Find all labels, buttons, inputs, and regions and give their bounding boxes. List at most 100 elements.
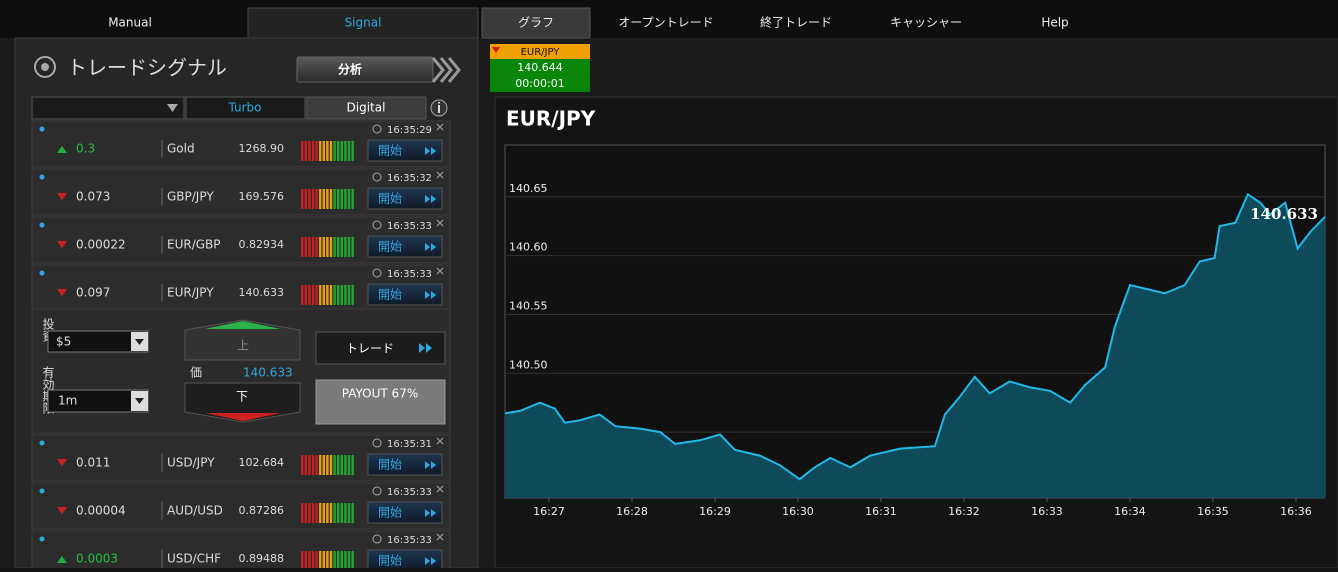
strength-bar — [304, 551, 307, 571]
tab-digital[interactable] — [306, 96, 427, 120]
start-label: 開始 — [378, 458, 402, 472]
status-dot — [39, 440, 45, 446]
strength-bar — [337, 237, 340, 257]
tab-turbo[interactable] — [185, 96, 306, 120]
start-button[interactable] — [367, 453, 443, 476]
start-arrows — [425, 147, 436, 155]
direction-arrow — [57, 556, 67, 563]
strength-bar — [344, 285, 347, 305]
start-arrows — [425, 243, 436, 251]
strength-bar — [326, 285, 329, 305]
start-button[interactable] — [367, 283, 443, 306]
down-button[interactable] — [184, 382, 301, 423]
start-label: 開始 — [378, 506, 402, 520]
strength-bar — [344, 551, 347, 571]
clock-icon — [372, 534, 382, 544]
close-icon[interactable] — [436, 437, 444, 445]
strength-bar — [347, 551, 351, 571]
start-label: 開始 — [378, 240, 402, 254]
strength-bar — [311, 455, 315, 475]
ticker-head[interactable] — [490, 44, 590, 59]
start-button[interactable] — [367, 235, 443, 258]
strength-bar — [351, 455, 354, 475]
strength-bar — [311, 141, 315, 161]
nav-tab[interactable]: Manual — [108, 16, 152, 30]
ticker-arrow — [492, 47, 500, 53]
strength-bar — [329, 551, 333, 571]
nav-tab[interactable]: Help — [1041, 16, 1068, 30]
strength-bar — [301, 551, 304, 571]
close-icon[interactable] — [436, 267, 444, 275]
pair: GBP/JPY — [167, 190, 214, 204]
select-arrow — [135, 398, 144, 404]
strength-bar — [311, 189, 315, 209]
pair: USD/JPY — [167, 456, 215, 470]
strength-bar — [308, 141, 311, 161]
strength-bar — [344, 503, 347, 523]
start-arrows — [425, 461, 436, 469]
strength-bar — [326, 189, 329, 209]
time: 16:35:31 — [387, 439, 432, 450]
time: 16:35:29 — [387, 125, 432, 136]
strength-bar — [308, 551, 311, 571]
close-icon[interactable] — [436, 533, 444, 541]
expiry-value: 1m — [58, 394, 77, 408]
pair: AUD/USD — [167, 504, 223, 518]
filter-dropdown[interactable] — [31, 96, 185, 120]
start-button[interactable] — [367, 139, 443, 162]
invest-value: $5 — [56, 335, 71, 349]
strength-bar — [333, 285, 336, 305]
time: 16:35:33 — [387, 221, 432, 232]
pair: Gold — [167, 142, 195, 156]
analyze-label: 分析 — [338, 62, 362, 77]
chart-title: EUR/JPY — [506, 107, 596, 131]
nav-tab[interactable]: 終了トレード — [760, 15, 832, 30]
y-tick-label: 140.50 — [509, 358, 548, 371]
nav-tabs: Manual Signal グラフ オープントレード 終了トレード キャッシャー Help — [108, 15, 1068, 30]
strength-bar — [340, 503, 343, 523]
x-tick-label: 16:30 — [782, 505, 814, 518]
strength-bar — [344, 237, 347, 257]
time: 16:35:32 — [387, 173, 432, 184]
strength-bar — [337, 551, 340, 571]
strength-bar — [304, 285, 307, 305]
strength-bar — [322, 237, 325, 257]
strength-bar — [347, 189, 351, 209]
start-button[interactable] — [367, 187, 443, 210]
strength-bar — [340, 189, 343, 209]
price: 102.684 — [239, 456, 285, 469]
strength-bar — [315, 551, 318, 571]
strength-bar — [351, 285, 354, 305]
status-dot — [39, 222, 45, 228]
strength-bar — [337, 141, 340, 161]
nav-tab[interactable]: オープントレード — [618, 16, 713, 30]
price: 0.89488 — [239, 552, 285, 565]
close-icon[interactable] — [436, 171, 444, 179]
x-tick-label: 16:27 — [533, 505, 565, 518]
line — [504, 192, 1326, 481]
strength-bar — [315, 237, 318, 257]
nav-tab[interactable]: グラフ — [518, 16, 554, 30]
nav-tab[interactable]: Signal — [345, 16, 382, 30]
status-dot — [39, 174, 45, 180]
strength-bar — [311, 237, 315, 257]
strength-bar — [322, 189, 325, 209]
analyze-button[interactable] — [296, 56, 434, 83]
ticker-body — [490, 59, 590, 92]
clock-icon — [372, 486, 382, 496]
close-icon[interactable] — [436, 123, 444, 131]
close-icon[interactable] — [436, 219, 444, 227]
nav-tab[interactable]: キャッシャー — [890, 16, 962, 30]
strength-bar — [326, 141, 329, 161]
panel-price: 140.633 — [243, 366, 293, 380]
up-button[interactable] — [184, 319, 301, 361]
start-button[interactable] — [367, 501, 443, 524]
tab-graph[interactable] — [481, 7, 591, 39]
strength-bar — [308, 189, 311, 209]
strength-bar — [315, 503, 318, 523]
tab-label: Turbo — [227, 101, 261, 115]
strength-bar — [322, 141, 325, 161]
close-icon[interactable] — [436, 485, 444, 493]
strength-bar — [308, 237, 311, 257]
